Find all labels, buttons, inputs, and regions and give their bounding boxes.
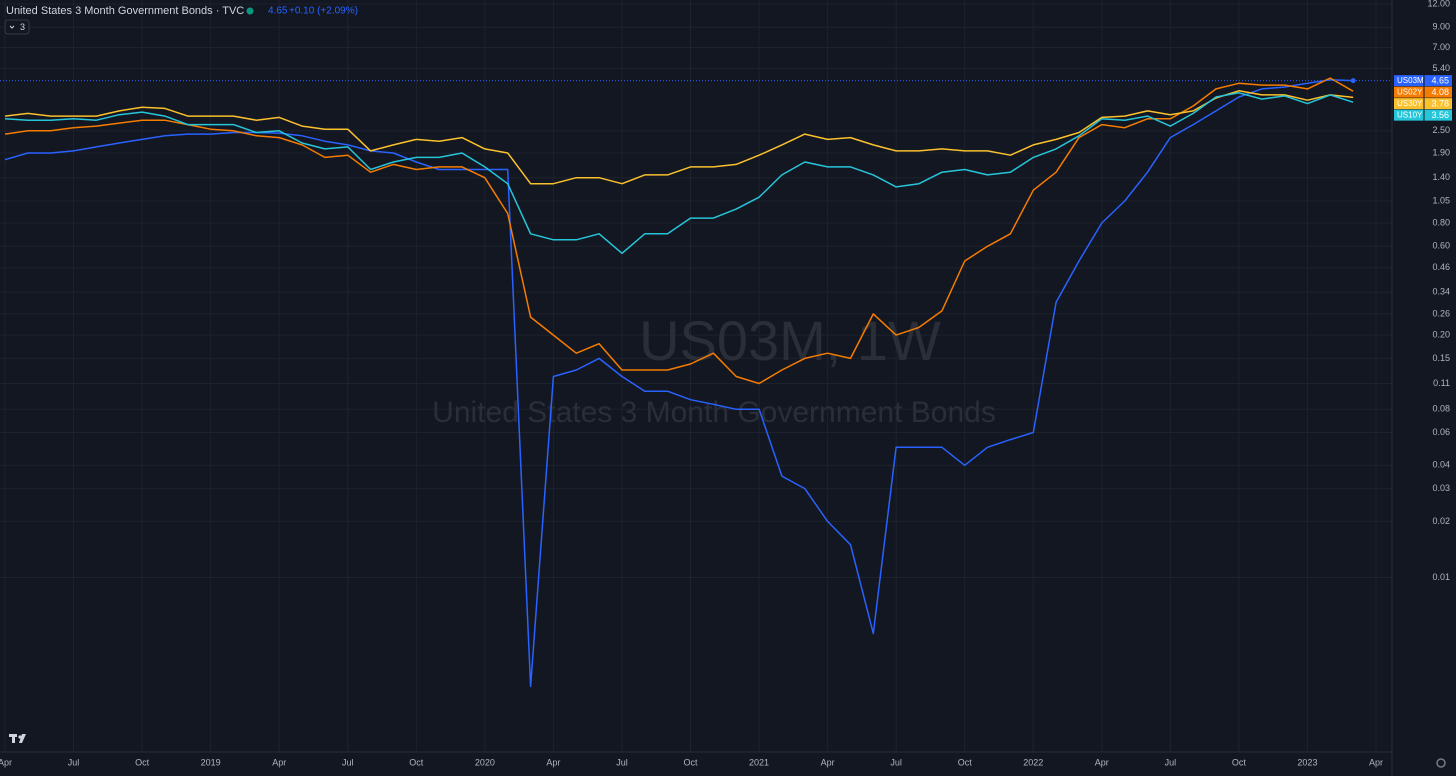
y-tick-label: 12.00 xyxy=(1427,0,1450,8)
x-tick-label: Oct xyxy=(683,757,698,767)
x-tick-label: Jul xyxy=(616,757,628,767)
y-tick-label: 7.00 xyxy=(1432,42,1450,52)
x-tick-label: Apr xyxy=(546,757,560,767)
y-tick-label: 0.01 xyxy=(1432,572,1450,582)
y-tick-label: 1.90 xyxy=(1432,147,1450,157)
watermark-description: United States 3 Month Government Bonds xyxy=(432,396,996,429)
price-tag xyxy=(1394,98,1452,110)
market-status xyxy=(246,7,254,15)
x-tick-label: 2022 xyxy=(1023,757,1043,767)
x-tick-label: Oct xyxy=(1232,757,1247,767)
y-tick-label: 0.60 xyxy=(1432,241,1450,251)
x-tick-label: Apr xyxy=(1369,757,1383,767)
y-tick-label: 0.80 xyxy=(1432,217,1450,227)
x-tick-label: Apr xyxy=(821,757,835,767)
x-tick-label: Oct xyxy=(958,757,973,767)
price-tag-name: US02Y xyxy=(1397,88,1423,97)
y-tick-label: 0.20 xyxy=(1432,330,1450,340)
x-tick-label: 2020 xyxy=(475,757,495,767)
y-tick-label: 0.08 xyxy=(1432,404,1450,414)
y-tick-label: 2.50 xyxy=(1432,125,1450,135)
price-tag-name: US10Y xyxy=(1397,111,1423,120)
x-tick-label: 2021 xyxy=(749,757,769,767)
x-tick-label: Jul xyxy=(342,757,354,767)
grid xyxy=(0,0,1392,752)
series-line xyxy=(4,92,1354,255)
y-tick-label: 1.05 xyxy=(1432,195,1450,205)
price-tag-name: US30Y xyxy=(1397,99,1423,108)
price-tag-name: US03M xyxy=(1397,76,1424,85)
series-line xyxy=(4,79,1354,688)
y-tick-label: 0.03 xyxy=(1432,483,1450,493)
price-tag-value: 4.65 xyxy=(1431,76,1449,86)
price-tag-value: 4.08 xyxy=(1431,87,1449,97)
x-tick-label: Jul xyxy=(890,757,902,767)
y-tick-label: 9.00 xyxy=(1432,22,1450,32)
price-tag xyxy=(1394,109,1452,121)
last-point xyxy=(1350,78,1356,84)
indicator-count: 3 xyxy=(20,22,25,32)
x-tick-label: Oct xyxy=(409,757,424,767)
y-tick-label: 0.15 xyxy=(1432,353,1450,363)
price-tag xyxy=(1394,86,1452,98)
y-tick-label: 0.26 xyxy=(1432,308,1450,318)
x-tick-label: 2019 xyxy=(201,757,221,767)
x-tick-label: Apr xyxy=(1095,757,1109,767)
y-tick-label: 0.46 xyxy=(1432,262,1450,272)
x-tick-label: 2023 xyxy=(1297,757,1317,767)
x-tick-label: Apr xyxy=(0,757,12,767)
y-tick-label: 1.40 xyxy=(1432,172,1450,182)
price-change: +0.10 (+2.09%) xyxy=(289,6,358,17)
series-line xyxy=(4,77,1354,385)
series-line xyxy=(4,90,1354,185)
x-tick-label: Jul xyxy=(1165,757,1177,767)
chevron-icon xyxy=(9,25,15,29)
last-price: 4.65 xyxy=(268,6,288,17)
plot xyxy=(0,77,1392,688)
y-tick-label: 0.11 xyxy=(1433,378,1450,388)
watermark-symbol: US03M, 1W xyxy=(639,309,941,372)
y-tick-label: 5.40 xyxy=(1432,63,1450,73)
x-tick-label: Apr xyxy=(272,757,286,767)
y-tick-label: 0.06 xyxy=(1432,427,1450,437)
tv-logo xyxy=(9,734,26,743)
settings-icon[interactable] xyxy=(1436,758,1446,768)
x-tick-label: Jul xyxy=(68,757,80,767)
price-tag-value: 3.78 xyxy=(1431,99,1449,109)
y-tick-label: 0.02 xyxy=(1432,516,1450,526)
x-tick-label: Oct xyxy=(135,757,150,767)
price-tag-value: 3.56 xyxy=(1431,110,1449,120)
y-tick-label: 0.04 xyxy=(1432,460,1450,470)
price-tag xyxy=(1394,75,1452,87)
symbol-title: United States 3 Month Government Bonds ·… xyxy=(6,5,244,17)
y-tick-label: 0.34 xyxy=(1432,287,1450,297)
indicators-toggle[interactable] xyxy=(4,19,30,35)
